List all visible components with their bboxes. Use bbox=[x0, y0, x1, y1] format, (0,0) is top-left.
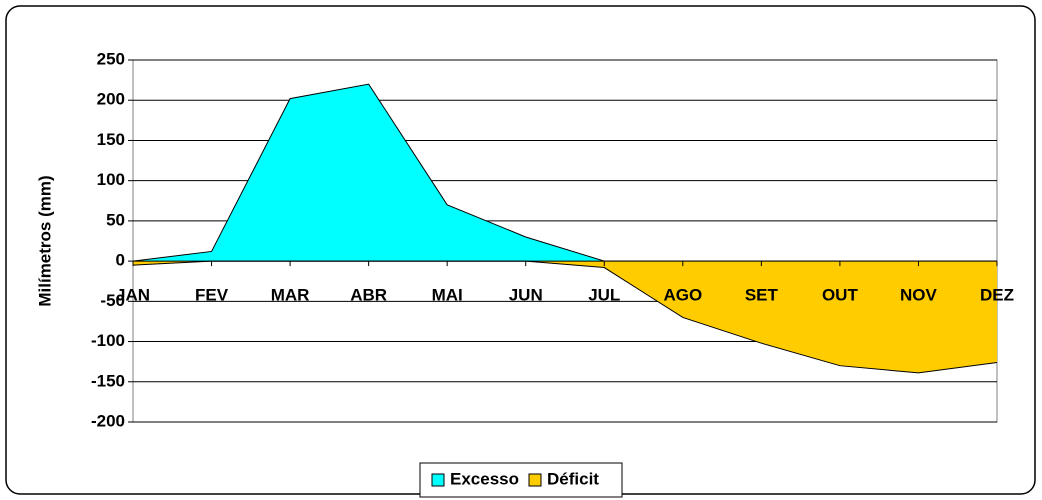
area bbox=[133, 84, 997, 262]
y-tick-label: -200 bbox=[91, 411, 125, 430]
x-tick-label: MAR bbox=[271, 286, 310, 305]
y-tick-label: 150 bbox=[97, 130, 125, 149]
legend-swatch bbox=[431, 473, 445, 487]
x-tick-label: DEZ bbox=[980, 286, 1014, 305]
legend-label: Déficit bbox=[547, 469, 599, 488]
x-tick-label: JUN bbox=[509, 286, 543, 305]
y-tick-label: 100 bbox=[97, 170, 125, 189]
x-tick-label: FEV bbox=[195, 286, 229, 305]
y-tick-label: -50 bbox=[100, 291, 125, 310]
legend-swatch bbox=[528, 473, 542, 487]
x-tick-label: ABR bbox=[350, 286, 387, 305]
x-tick-label: JUL bbox=[588, 286, 620, 305]
y-tick-label: -100 bbox=[91, 331, 125, 350]
y-tick-label: 200 bbox=[97, 90, 125, 109]
x-tick-label: JAN bbox=[116, 286, 150, 305]
area bbox=[133, 261, 997, 373]
legend-box bbox=[419, 462, 623, 498]
y-tick-label: 0 bbox=[116, 251, 125, 270]
x-tick-label: OUT bbox=[822, 286, 859, 305]
x-tick-label: MAI bbox=[432, 286, 463, 305]
x-tick-label: AGO bbox=[663, 286, 702, 305]
y-tick-label: -150 bbox=[91, 371, 125, 390]
y-axis-title: Milímetros (mm) bbox=[35, 175, 54, 306]
y-tick-label: 50 bbox=[106, 210, 125, 229]
x-tick-label: SET bbox=[745, 286, 779, 305]
x-tick-label: NOV bbox=[900, 286, 938, 305]
y-tick-label: 250 bbox=[97, 49, 125, 68]
legend-label: Excesso bbox=[450, 469, 519, 488]
